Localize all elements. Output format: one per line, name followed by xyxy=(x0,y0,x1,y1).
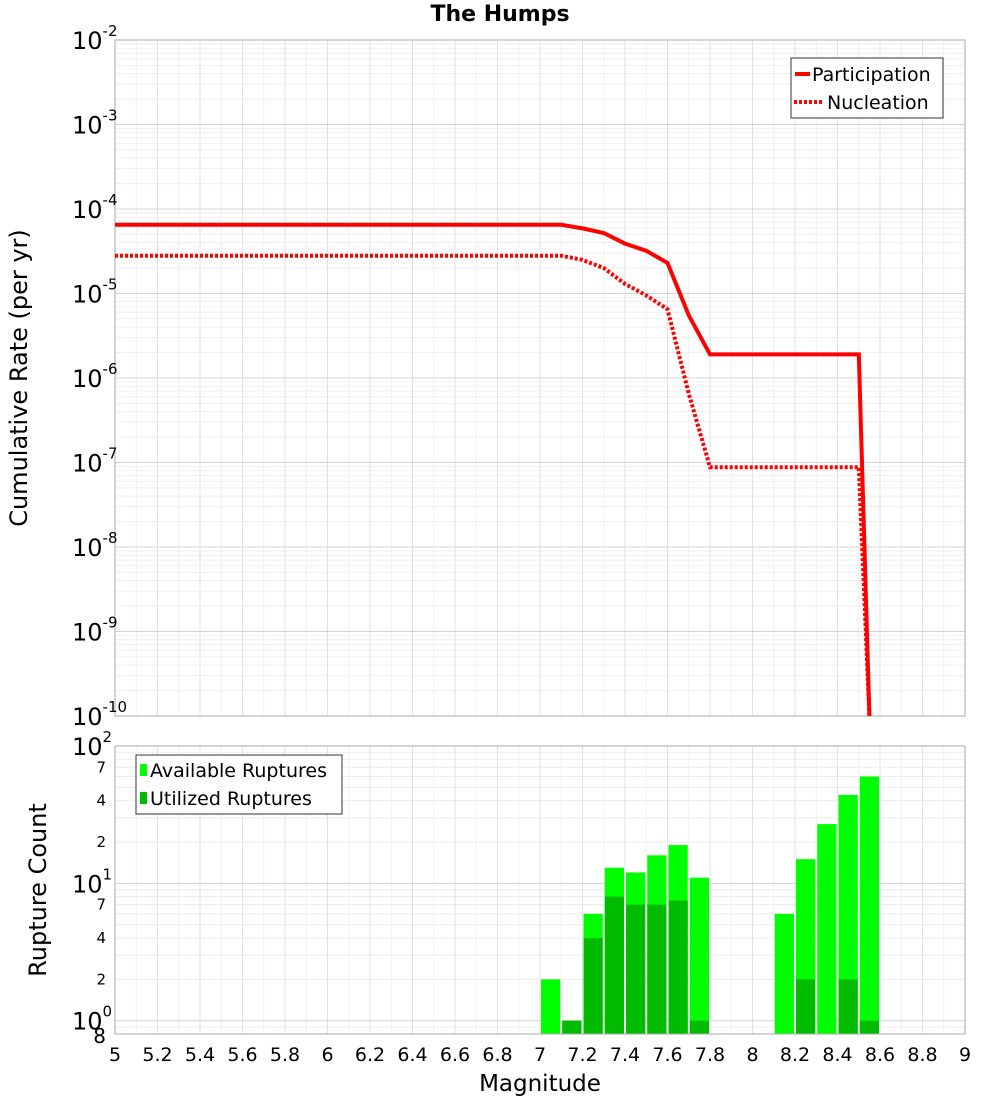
y-axis-label: Cumulative Rate (per yr) xyxy=(5,229,33,527)
count-plot-frame xyxy=(114,745,966,1035)
y-tick-label: 10-5 xyxy=(72,276,118,309)
y-minor-tick-label: 2 xyxy=(96,970,106,988)
x-tick-label: 5.6 xyxy=(227,1044,257,1066)
y-minor-tick-label: 8 xyxy=(93,1024,106,1048)
bar-utilized-ruptures xyxy=(647,904,667,1034)
x-tick-label: 8.8 xyxy=(907,1044,937,1066)
x-tick-label: 8.4 xyxy=(822,1044,852,1066)
rate-plot-frame xyxy=(114,39,966,717)
x-tick-label: 6.6 xyxy=(440,1044,470,1066)
bar-utilized-ruptures xyxy=(604,896,624,1034)
y-tick-label: 10-2 xyxy=(72,22,118,55)
y-tick-label: 102 xyxy=(72,728,112,761)
legend-label: Available Ruptures xyxy=(150,760,327,782)
y-axis-label: Rupture Count xyxy=(24,803,52,977)
bar-utilized-ruptures xyxy=(668,900,688,1034)
y-tick-label: 10-9 xyxy=(72,614,118,647)
bar-available-ruptures xyxy=(541,979,561,1034)
rate-plot: 10-2 10-3 10-4 10-5 10-6 10-7 10-8 10-9 10-10 Cum… xyxy=(5,22,966,731)
x-tick-label: 7.8 xyxy=(695,1044,725,1066)
bar-available-ruptures xyxy=(817,824,837,1034)
bar-utilized-ruptures xyxy=(626,904,646,1034)
x-tick-label: 6.2 xyxy=(355,1044,385,1066)
bar-available-ruptures xyxy=(689,877,709,1034)
nucleation-line xyxy=(115,253,872,717)
x-tick-label: 6 xyxy=(321,1044,333,1066)
y-minor-tick-label: 2 xyxy=(96,833,106,851)
x-tick-label: 5.2 xyxy=(142,1044,172,1066)
legend-label: Nucleation xyxy=(827,92,929,114)
bar-utilized-ruptures xyxy=(796,979,816,1034)
x-axis-label: Magnitude xyxy=(479,1071,601,1097)
bar-available-ruptures xyxy=(838,794,858,1034)
y-minor-tick-label: 7 xyxy=(96,896,106,914)
legend-swatch xyxy=(140,792,147,804)
legend-label: Utilized Ruptures xyxy=(150,788,312,810)
y-tick-label: 10-6 xyxy=(72,360,118,393)
x-tick-label: 8 xyxy=(746,1044,758,1066)
bar-available-ruptures xyxy=(774,913,794,1034)
x-tick-label: 6.8 xyxy=(482,1044,512,1066)
x-tick-label: 7.4 xyxy=(610,1044,640,1066)
x-tick-label: 8.2 xyxy=(780,1044,810,1066)
y-tick-label: 101 xyxy=(72,865,112,898)
y-minor-tick-label: 4 xyxy=(96,792,106,810)
x-tick-label: 7.2 xyxy=(567,1044,597,1066)
participation-line xyxy=(115,222,872,717)
bar-utilized-ruptures xyxy=(583,938,603,1034)
y-tick-label: 10-10 xyxy=(72,698,127,731)
legend: Participation Nucleation xyxy=(790,57,944,119)
legend: Available Ruptures Utilized Ruptures xyxy=(135,754,343,815)
y-tick-label: 10-3 xyxy=(72,107,118,140)
x-tick-label: 5 xyxy=(109,1044,121,1066)
bar-available-ruptures xyxy=(859,776,879,1034)
x-tick-label: 8.6 xyxy=(865,1044,895,1066)
bar-utilized-ruptures xyxy=(859,1020,879,1034)
legend-box xyxy=(790,57,944,119)
chart-title: The Humps xyxy=(430,2,570,27)
y-minor-tick-label: 7 xyxy=(96,758,106,776)
bar-utilized-ruptures xyxy=(689,1020,709,1034)
y-tick-label: 10-7 xyxy=(72,445,118,478)
legend-swatch xyxy=(140,764,147,776)
x-tick-label: 7 xyxy=(534,1044,546,1066)
bar-utilized-ruptures xyxy=(562,1020,582,1034)
legend-box xyxy=(135,754,343,815)
y-minor-tick-label: 4 xyxy=(96,929,106,947)
bar-utilized-ruptures xyxy=(838,979,858,1034)
x-tick-label: 5.8 xyxy=(270,1044,300,1066)
y-tick-label: 10-4 xyxy=(72,191,118,224)
legend-label: Participation xyxy=(812,64,931,86)
y-tick-label: 10-8 xyxy=(72,529,118,562)
x-tick-label: 6.4 xyxy=(397,1044,427,1066)
x-tick-label: 7.6 xyxy=(652,1044,682,1066)
x-tick-label: 5.4 xyxy=(185,1044,215,1066)
y-tick-label: 100 xyxy=(72,1003,112,1036)
x-tick-label: 9 xyxy=(959,1044,971,1066)
